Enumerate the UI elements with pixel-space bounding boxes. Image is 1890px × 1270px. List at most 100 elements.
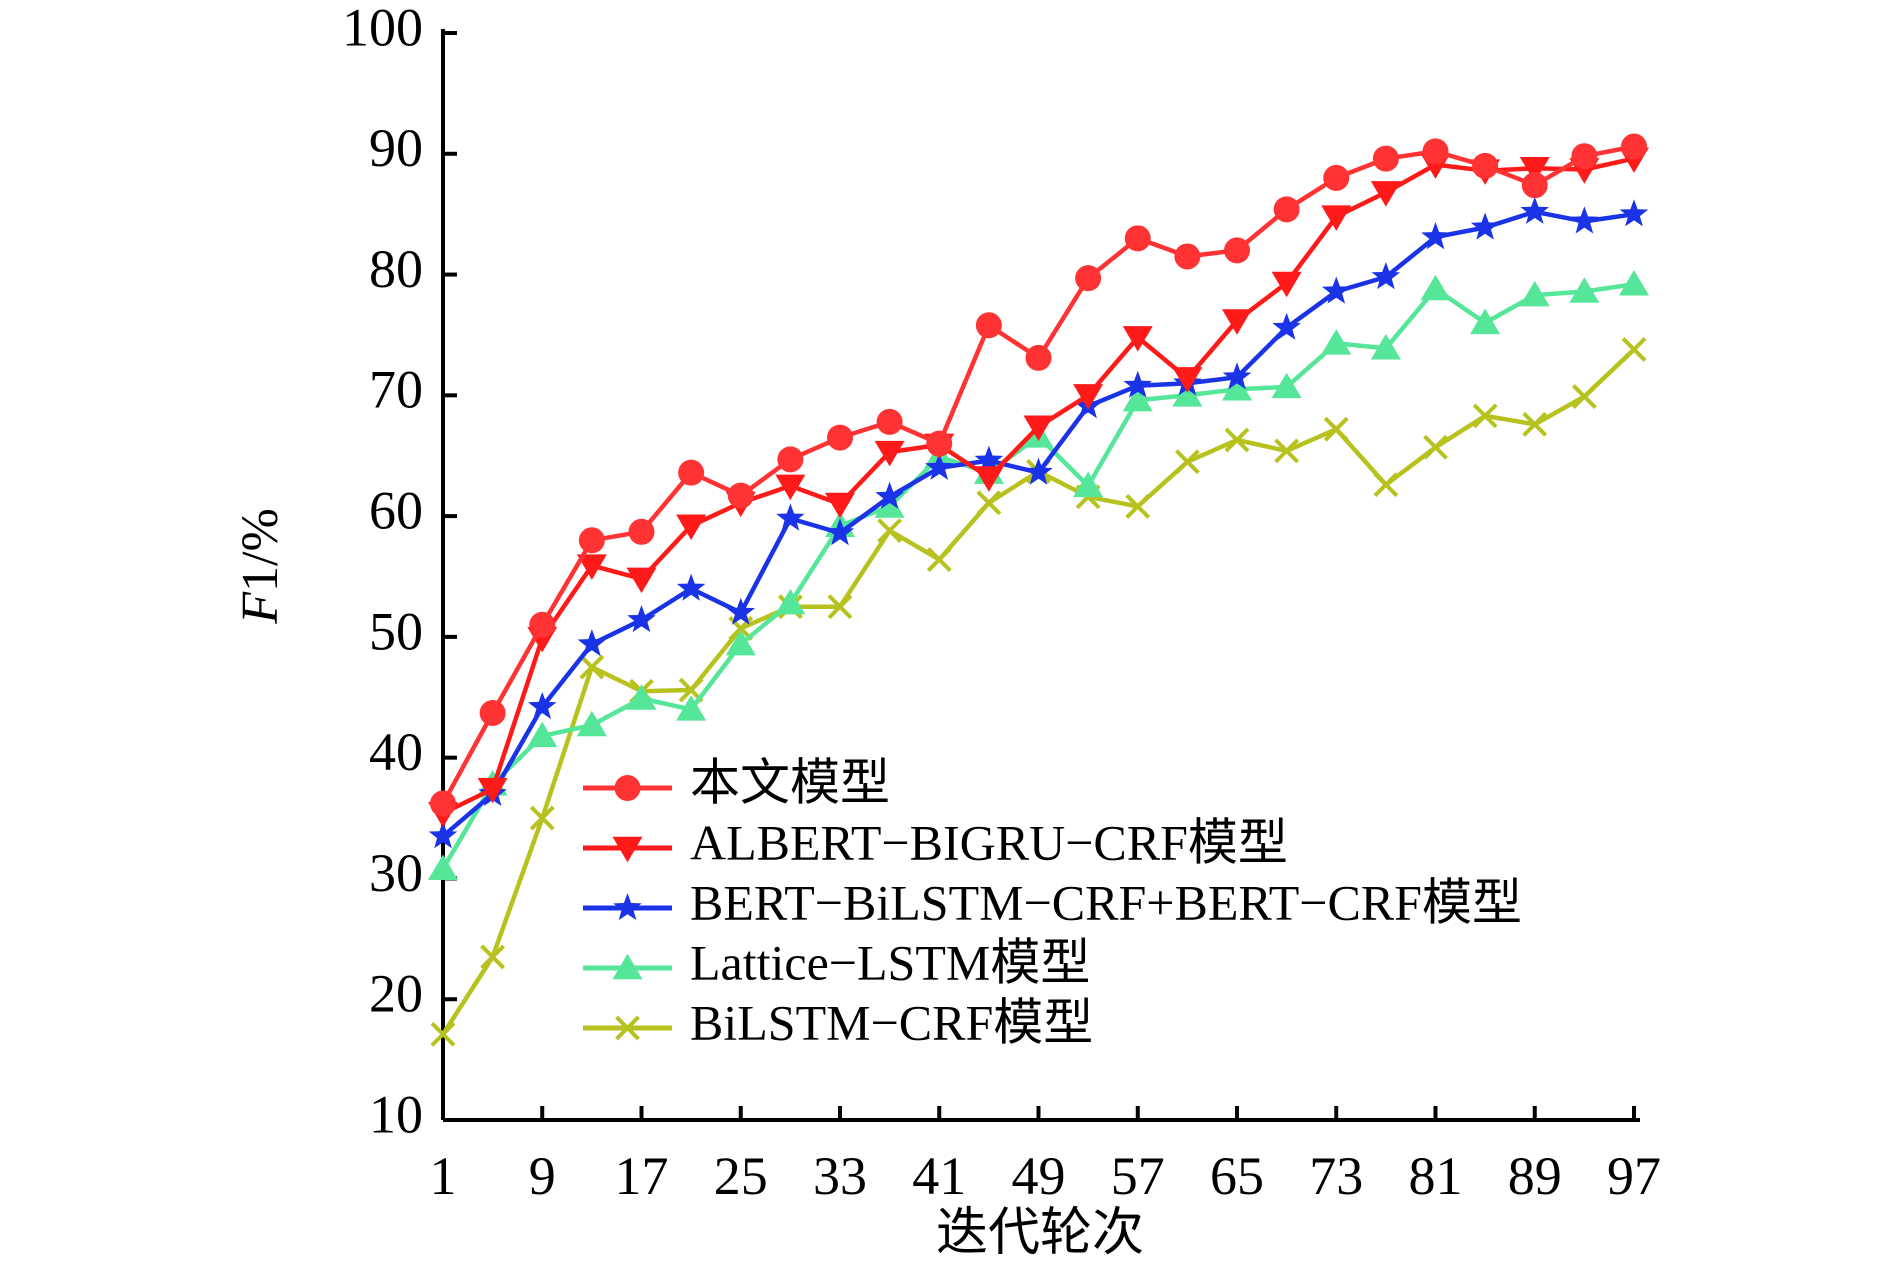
y-axis-title-f: F <box>232 591 289 625</box>
data-point <box>1224 427 1250 453</box>
data-point <box>576 710 607 737</box>
data-point <box>1370 181 1401 207</box>
data-point <box>479 699 506 726</box>
data-point <box>1521 172 1548 199</box>
data-point <box>1421 222 1450 250</box>
legend-label: BiLSTM−CRF模型 <box>690 994 1093 1050</box>
data-point <box>1222 362 1252 390</box>
data-point <box>1423 434 1448 460</box>
data-point <box>1373 472 1399 498</box>
data-point <box>1075 265 1102 292</box>
data-point <box>926 547 952 573</box>
x-tick-label: 49 <box>1012 1146 1066 1206</box>
data-point <box>676 514 707 541</box>
x-axis-title: 迭代轮次 <box>936 1205 1144 1262</box>
data-point <box>875 481 904 509</box>
y-tick-label: 70 <box>369 360 423 420</box>
data-point <box>926 430 953 457</box>
y-tick-label: 10 <box>369 1084 423 1144</box>
data-point <box>827 594 853 620</box>
data-point <box>1174 449 1200 475</box>
data-point <box>825 518 855 546</box>
series-line <box>442 156 1635 816</box>
data-point <box>1024 457 1053 485</box>
data-point <box>627 605 656 633</box>
data-point <box>477 777 508 804</box>
data-point <box>827 424 853 451</box>
y-tick-label: 20 <box>369 964 423 1024</box>
data-point <box>529 611 556 638</box>
data-point <box>1222 309 1252 335</box>
data-point <box>1174 243 1201 270</box>
data-point <box>626 567 657 594</box>
data-point <box>1273 196 1300 223</box>
data-point <box>874 492 905 518</box>
data-point <box>1025 344 1052 371</box>
data-point <box>1122 326 1153 352</box>
data-point <box>428 854 458 881</box>
data-point <box>430 790 456 817</box>
data-point <box>1472 403 1498 429</box>
data-point <box>874 440 905 467</box>
data-point <box>1519 157 1550 183</box>
legend-label: BERT−BiLSTM−CRF+BERT−CRF模型 <box>690 874 1522 930</box>
series-2 <box>428 147 1649 828</box>
data-point <box>1570 206 1599 234</box>
y-tick-label: 100 <box>342 0 423 57</box>
y-tick-label: 50 <box>369 601 423 661</box>
data-point <box>727 482 754 509</box>
legend-marker <box>612 953 643 980</box>
data-point <box>1571 384 1597 409</box>
data-point <box>1073 471 1104 498</box>
data-point <box>576 554 607 580</box>
data-point <box>1321 329 1352 355</box>
data-point <box>626 684 657 710</box>
x-tick-label: 81 <box>1409 1146 1463 1206</box>
x-tick-label: 89 <box>1508 1146 1562 1206</box>
x-tick-label: 17 <box>615 1146 669 1206</box>
x-tick-label: 1 <box>430 1146 457 1206</box>
legend-marker <box>614 775 641 801</box>
data-point <box>528 691 557 720</box>
legend-label: Lattice−LSTM模型 <box>690 934 1090 990</box>
data-point <box>725 629 756 656</box>
data-point <box>776 503 805 531</box>
data-point <box>676 573 706 601</box>
legend-item: BiLSTM−CRF模型 <box>583 994 1093 1050</box>
series-3 <box>428 196 1649 849</box>
legend-label: ALBERT−BIGRU−CRF模型 <box>690 814 1288 870</box>
y-tick-label: 80 <box>369 239 423 299</box>
data-point <box>777 446 804 473</box>
data-point <box>579 654 605 680</box>
data-point <box>975 312 1002 339</box>
data-point <box>876 408 903 435</box>
data-point <box>628 518 655 545</box>
x-tick-label: 57 <box>1111 1146 1165 1206</box>
series-1 <box>430 133 1647 817</box>
data-point <box>428 821 458 849</box>
data-point <box>1271 271 1302 298</box>
y-tick-label: 60 <box>369 481 423 541</box>
data-point <box>1422 138 1449 165</box>
legend-marker <box>612 836 643 863</box>
data-point <box>1172 367 1203 393</box>
data-point <box>1520 196 1549 224</box>
data-point <box>1621 133 1647 160</box>
y-tick-label: 90 <box>369 118 423 178</box>
data-point <box>1519 280 1550 307</box>
x-tick-label: 41 <box>912 1146 966 1206</box>
x-tick-label: 97 <box>1607 1146 1661 1206</box>
data-point <box>877 518 903 544</box>
data-point <box>1124 225 1151 252</box>
data-point <box>1619 269 1649 296</box>
data-point <box>1522 411 1548 437</box>
y-axis-title: F1/% <box>232 508 289 625</box>
x-ticks: 1 9 17 25 33 41 49 57 65 73 81 89 97 <box>430 1106 1661 1206</box>
data-point <box>726 597 755 625</box>
data-point <box>1073 384 1104 410</box>
x-tick-label: 9 <box>529 1146 556 1206</box>
data-point <box>775 474 806 501</box>
legend-label: 本文模型 <box>690 754 890 810</box>
data-point <box>1172 381 1203 407</box>
